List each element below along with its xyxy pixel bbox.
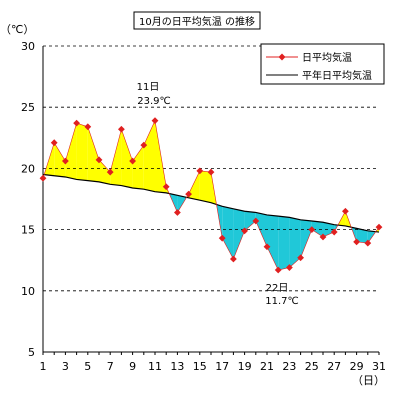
deviation-fill xyxy=(110,129,122,186)
legend-marker-actual xyxy=(278,53,286,61)
deviation-fill xyxy=(300,219,312,258)
data-point xyxy=(297,254,304,262)
x-tick-label: 29 xyxy=(350,360,364,373)
annotation-max-day: 11日 xyxy=(137,82,160,93)
deviation-fill xyxy=(289,217,301,268)
deviation-fill xyxy=(143,120,155,192)
data-point xyxy=(342,207,349,215)
data-point xyxy=(330,228,338,236)
legend: 日平均気温 平年日平均気温 xyxy=(260,43,385,85)
data-point xyxy=(241,227,248,235)
chart-title-box: 10月の日平均気温 の推移 xyxy=(133,11,261,30)
annotation-min: 22日 11.7℃ xyxy=(265,283,299,307)
data-point xyxy=(151,117,159,125)
annotation-max-value: 23.9℃ xyxy=(137,96,171,107)
data-point xyxy=(263,243,271,251)
x-tick-label: 11 xyxy=(148,360,162,373)
data-point xyxy=(118,125,125,133)
data-point xyxy=(106,168,114,176)
x-tick-label: 1 xyxy=(40,360,47,373)
x-tick-label: 27 xyxy=(327,360,341,373)
data-point xyxy=(185,190,192,198)
y-tick-label: 10 xyxy=(21,285,35,298)
grid-layer xyxy=(43,45,379,292)
y-tick-label: 25 xyxy=(21,101,35,114)
data-point xyxy=(129,157,136,165)
y-axis-unit-label: （℃） xyxy=(0,23,34,36)
x-tick-label: 15 xyxy=(193,360,207,373)
x-tick-label: 5 xyxy=(84,360,91,373)
fill-layer xyxy=(43,120,379,270)
legend-label-normal: 平年日平均気温 xyxy=(302,69,372,82)
deviation-fill xyxy=(356,228,368,244)
x-tick-label: 31 xyxy=(372,360,386,373)
data-point xyxy=(308,226,316,233)
deviation-fill xyxy=(121,129,133,188)
annotation-min-value: 11.7℃ xyxy=(265,296,299,307)
x-tick-label: 25 xyxy=(305,360,319,373)
data-point xyxy=(62,157,69,165)
deviation-fill xyxy=(233,208,245,259)
annotation-max: 11日 23.9℃ xyxy=(137,82,171,107)
data-point xyxy=(140,141,148,149)
annotation-min-day: 22日 xyxy=(266,283,289,294)
data-point xyxy=(286,264,293,271)
data-point xyxy=(95,156,103,164)
data-point xyxy=(353,238,360,246)
axis-layer xyxy=(42,46,380,355)
x-tick-label: 21 xyxy=(260,360,274,373)
data-point xyxy=(39,174,47,182)
data-point xyxy=(252,217,260,225)
data-point xyxy=(84,123,92,131)
deviation-fill xyxy=(65,123,77,180)
legend-label-actual: 日平均気温 xyxy=(302,51,352,64)
data-point xyxy=(230,255,237,263)
deviation-fill xyxy=(278,216,290,270)
deviation-fill xyxy=(76,123,88,181)
x-tick-label: 3 xyxy=(62,360,69,373)
x-tick-label: 9 xyxy=(129,360,136,373)
data-point xyxy=(375,223,383,231)
y-tick-label: 20 xyxy=(21,162,35,175)
x-tick-label: 17 xyxy=(215,360,229,373)
y-tick-label: 5 xyxy=(28,346,35,359)
deviation-fill xyxy=(188,170,200,201)
x-tick-label: 23 xyxy=(282,360,296,373)
deviation-fill xyxy=(132,145,144,190)
x-axis-unit-label: （日） xyxy=(352,374,385,387)
data-point xyxy=(364,239,372,247)
deviation-fill xyxy=(222,206,234,259)
data-point xyxy=(196,167,204,175)
deviation-fill xyxy=(99,159,111,185)
x-tick-label: 13 xyxy=(170,360,184,373)
y-tick-label: 15 xyxy=(21,224,35,237)
chart-title: 10月の日平均気温 の推移 xyxy=(139,15,255,28)
x-tick-label: 7 xyxy=(107,360,114,373)
deviation-fill xyxy=(87,126,99,182)
data-point xyxy=(207,168,215,176)
data-point xyxy=(274,266,282,274)
data-point xyxy=(174,209,181,216)
data-point xyxy=(50,139,58,147)
data-point xyxy=(218,234,226,242)
deviation-fill xyxy=(244,211,256,231)
deviation-fill xyxy=(311,221,323,237)
y-tick-label: 30 xyxy=(21,40,35,53)
series-line-normal xyxy=(42,173,380,233)
data-point xyxy=(162,183,170,191)
deviation-fill xyxy=(199,170,211,203)
data-point xyxy=(73,119,80,127)
deviation-fill xyxy=(267,214,279,270)
data-point xyxy=(319,233,327,241)
x-tick-label: 19 xyxy=(238,360,252,373)
marker-layer xyxy=(39,117,383,274)
